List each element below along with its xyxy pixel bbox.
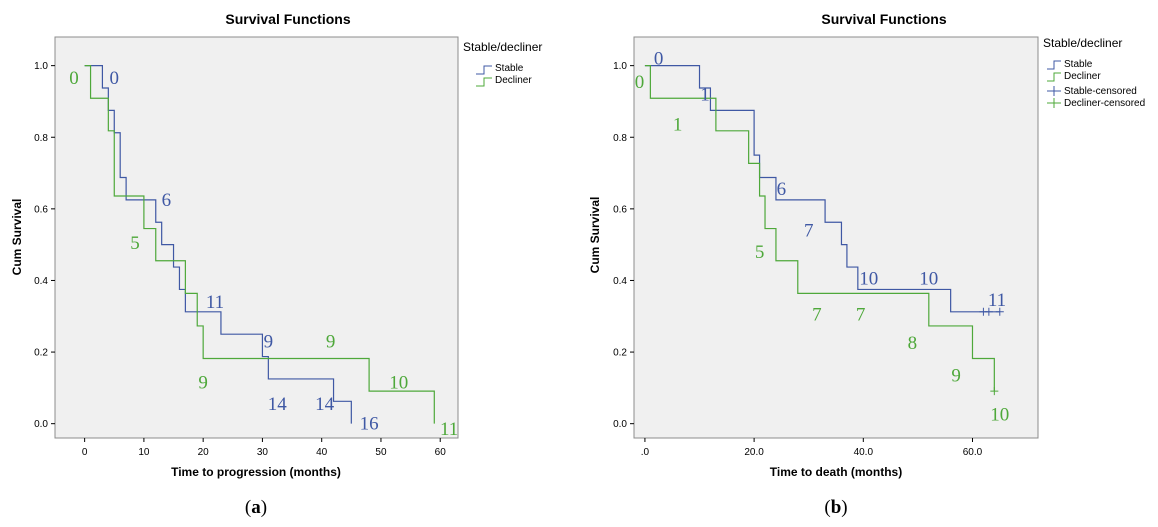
chart-a-legend-item-stable: Stable — [476, 63, 524, 75]
chart-a-annotation: 11 — [440, 419, 458, 440]
chart-b-annotation: 6 — [777, 179, 787, 200]
chart-b-legend-swatch-stable — [1047, 60, 1061, 70]
chart-b-point-stable-censored — [984, 307, 993, 316]
chart-b-x-tick-label: 60.0 — [963, 447, 983, 458]
chart-a-caption: (a) — [245, 497, 267, 518]
chart-b-x-tick-label: .0 — [641, 447, 650, 458]
chart-a-series — [84, 65, 435, 424]
chart-a-x-axis-label: Time to progression (months) — [171, 465, 341, 479]
chart-a-x-tick-label: 20 — [198, 447, 210, 458]
chart-a-legend: Stable/decliner Stable Decliner — [463, 40, 542, 87]
chart-a-y-tick-label: 1.0 — [34, 61, 48, 72]
chart-b-annotation: 8 — [908, 333, 918, 354]
chart-b-series-decliner — [644, 65, 995, 392]
chart-b-caption: (b) — [824, 497, 847, 518]
chart-b-annotation: 11 — [988, 290, 1006, 311]
chart-a-x-tick-label: 40 — [316, 447, 328, 458]
chart-b-annotation: 10 — [919, 269, 938, 290]
chart-b-y-tick-label: 1.0 — [613, 61, 627, 72]
chart-a-annotation: 6 — [162, 190, 172, 211]
chart-b-annotation: 7 — [804, 220, 814, 241]
chart-b-x-tick-label: 40.0 — [854, 447, 874, 458]
chart-a-annotation: 9 — [264, 331, 274, 352]
chart-a-legend-swatch-stable — [476, 65, 492, 75]
chart-a-series-decliner — [84, 65, 435, 424]
chart-b-x-axis-label: Time to death (months) — [770, 465, 902, 479]
chart-a-x-tick-label: 30 — [257, 447, 269, 458]
chart-a-annotation: 11 — [206, 292, 224, 313]
chart-b-legend-item-stable: Stable — [1047, 59, 1093, 70]
chart-b-annotation: 0 — [654, 48, 664, 69]
chart-a-y-tick-label: 0.6 — [34, 204, 48, 215]
chart-a-legend-title: Stable/decliner — [463, 40, 542, 54]
chart-a-y-tick-label: 0.8 — [34, 133, 48, 144]
chart-b-y-tick-label: 0.2 — [613, 348, 627, 359]
chart-a-annotation: 10 — [389, 373, 408, 394]
chart-a-annotation: 9 — [326, 331, 336, 352]
chart-b-series — [644, 65, 1004, 396]
chart-b-legend-swatch-stable-censored — [1047, 86, 1061, 96]
chart-a: Survival Functions 0.0 0.2 0.4 0.6 0.8 1.0 0 10… — [10, 11, 542, 518]
chart-a-annotation: 14 — [315, 394, 335, 415]
chart-a-legend-item-decliner: Decliner — [476, 75, 532, 87]
chart-a-x-tick-label: 10 — [138, 447, 150, 458]
chart-b-annotation: 5 — [755, 242, 765, 263]
chart-b-legend-item-decliner-censored: Decliner-censored — [1047, 98, 1145, 109]
chart-b-annotation: 7 — [812, 304, 822, 325]
chart-a-annotation: 0 — [69, 68, 79, 89]
chart-b-title: Survival Functions — [821, 11, 946, 27]
chart-a-title: Survival Functions — [225, 11, 350, 27]
chart-b-legend-label-stable-censored: Stable-censored — [1064, 86, 1137, 97]
chart-a-annotation: 16 — [360, 414, 379, 435]
chart-a-y-axis-label: Cum Survival — [10, 199, 24, 276]
chart-b-legend-item-stable-censored: Stable-censored — [1047, 86, 1137, 97]
chart-a-annotations: 0 0 6 5 11 9 9 9 10 14 14 16 11 — [69, 68, 458, 440]
chart-a-annotation: 5 — [130, 233, 140, 254]
chart-b-x-tick-label: 20.0 — [744, 447, 764, 458]
chart-a-series-stable — [84, 65, 352, 424]
chart-b-y-tick-label: 0.4 — [613, 276, 627, 287]
chart-a-y-tick-label: 0.4 — [34, 276, 48, 287]
chart-b: Survival Functions 0.0 0.2 0.4 0.6 0.8 1.0 .0 2… — [588, 11, 1145, 518]
chart-b-series-stable — [644, 65, 1000, 313]
chart-a-x-tick-label: 60 — [435, 447, 447, 458]
chart-b-y-tick-label: 0.8 — [613, 133, 627, 144]
chart-b-legend-label-decliner: Decliner — [1064, 71, 1101, 82]
chart-b-annotation: 7 — [856, 304, 866, 325]
chart-b-annotation: 10 — [859, 269, 878, 290]
chart-b-legend-label-stable: Stable — [1064, 59, 1093, 70]
chart-a-plot-area — [54, 36, 459, 439]
chart-a-annotation: 9 — [198, 373, 208, 394]
chart-b-plot-area — [633, 36, 1039, 439]
chart-b-y-tick-label: 0.6 — [613, 204, 627, 215]
chart-b-legend-title: Stable/decliner — [1043, 36, 1122, 50]
chart-a-y-tick-label: 0.0 — [34, 419, 48, 430]
chart-b-legend: Stable/decliner Stable Decliner Stable-c… — [1043, 36, 1145, 109]
chart-a-axes: 0.00.20.40.60.81.00 10 20 30 40 50 60 — [34, 61, 446, 458]
chart-a-x-tick-label: 0 — [82, 447, 88, 458]
chart-a-legend-label-decliner: Decliner — [495, 75, 532, 86]
chart-b-legend-label-decliner-censored: Decliner-censored — [1064, 98, 1145, 109]
chart-a-y-tick-label: 0.2 — [34, 348, 48, 359]
chart-a-annotation: 0 — [110, 68, 120, 89]
chart-b-annotation: 1 — [700, 84, 710, 105]
chart-b-legend-swatch-decliner-censored — [1047, 98, 1061, 108]
chart-a-x-tick-label: 50 — [375, 447, 387, 458]
chart-b-point-stable-censored — [995, 307, 1004, 316]
chart-b-legend-item-decliner: Decliner — [1047, 71, 1101, 82]
chart-b-annotation: 10 — [990, 405, 1009, 426]
chart-b-axes: 0.0 0.2 0.4 0.6 0.8 1.0 .0 20.0 40.0 60.0 — [613, 61, 983, 458]
chart-b-y-tick-label: 0.0 — [613, 419, 627, 430]
chart-a-annotation: 14 — [268, 394, 288, 415]
chart-b-annotation: 1 — [673, 115, 683, 136]
chart-b-y-axis-label: Cum Survival — [588, 197, 602, 274]
chart-b-point-decliner-censored — [990, 387, 999, 396]
chart-b-legend-swatch-decliner — [1047, 72, 1061, 82]
chart-b-annotation: 9 — [951, 365, 961, 386]
chart-b-annotation: 0 — [635, 72, 645, 93]
chart-a-legend-swatch-decliner — [476, 77, 492, 87]
chart-a-legend-label-stable: Stable — [495, 63, 524, 74]
